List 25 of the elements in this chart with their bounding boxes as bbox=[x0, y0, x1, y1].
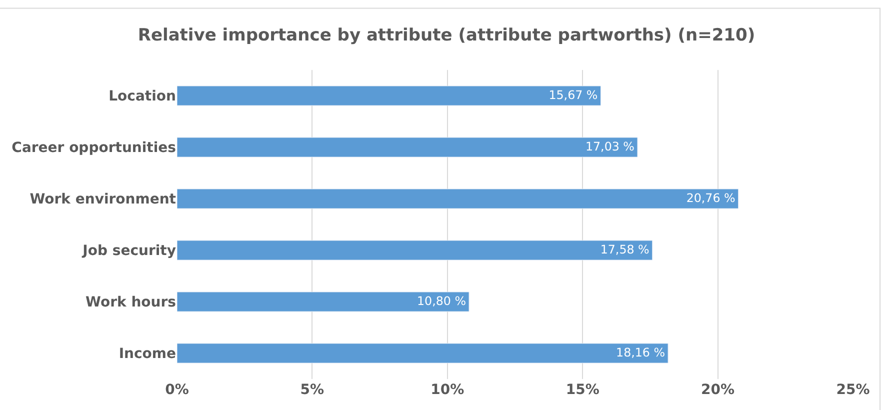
data-label: 17,58 % bbox=[600, 242, 650, 257]
x-tick-label: 0% bbox=[165, 382, 189, 398]
bar bbox=[177, 86, 601, 106]
y-tick-label: Job security bbox=[82, 243, 176, 260]
x-tick-label: 25% bbox=[836, 382, 870, 398]
bar bbox=[177, 343, 668, 364]
y-tick-label: Work hours bbox=[86, 294, 176, 311]
x-tick-label: 10% bbox=[430, 382, 464, 398]
y-tick-label: Income bbox=[118, 346, 176, 362]
bar bbox=[177, 240, 653, 260]
x-tick-label: 20% bbox=[701, 382, 735, 398]
y-tick-label: Work environment bbox=[30, 192, 176, 208]
bar bbox=[177, 188, 739, 209]
chart-title: Relative importance by attribute (attribute partworths) (n=210) bbox=[138, 26, 756, 46]
y-tick-label: Career opportunities bbox=[12, 140, 176, 156]
data-label: 18,16 % bbox=[616, 346, 666, 360]
data-label: 15,67 % bbox=[548, 88, 598, 102]
data-label: 17,03 % bbox=[585, 140, 634, 154]
data-label: 10,80 % bbox=[417, 294, 466, 308]
y-tick-label: Location bbox=[108, 88, 176, 105]
bar bbox=[177, 137, 638, 158]
x-tick-label: 5% bbox=[300, 382, 324, 398]
bar bbox=[177, 292, 470, 312]
x-tick-label: 15% bbox=[566, 382, 600, 398]
data-label: 20,76 % bbox=[686, 191, 736, 206]
